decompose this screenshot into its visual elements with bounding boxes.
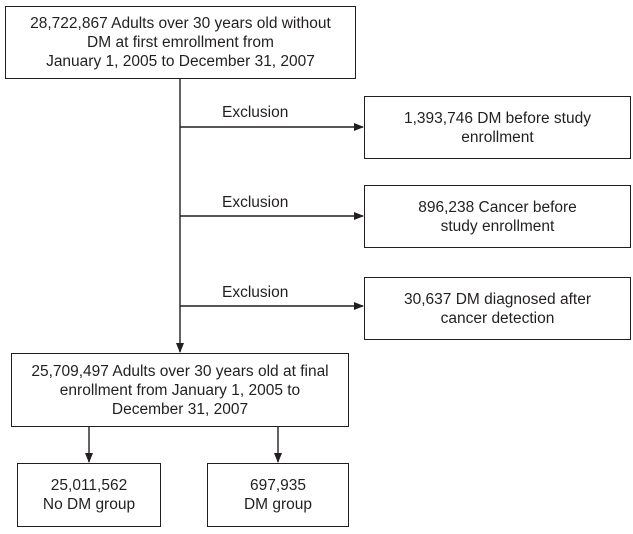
exclusion-label-1: Exclusion — [222, 104, 289, 121]
exclusion-label-3: Exclusion — [222, 284, 289, 301]
dm-group-box: 697,935 DM group — [207, 463, 349, 527]
exclusion-box-dm-after-cancer: 30,637 DM diagnosed after cancer detecti… — [364, 277, 631, 340]
final-enrollment-box-text: 25,709,497 Adults over 30 years old at f… — [31, 362, 329, 418]
no-dm-group-box: 25,011,562 No DM group — [17, 463, 161, 527]
exclusion-label-2: Exclusion — [222, 194, 289, 211]
start-box: 28,722,867 Adults over 30 years old with… — [5, 6, 356, 79]
no-dm-group-box-text: 25,011,562 No DM group — [42, 477, 136, 513]
exclusion-box-dm-before-text: 1,393,746 DM before study enrollment — [404, 109, 591, 146]
final-enrollment-box: 25,709,497 Adults over 30 years old at f… — [11, 353, 349, 427]
exclusion-box-cancer-before: 896,238 Cancer before study enrollment — [364, 185, 631, 248]
start-box-text: 28,722,867 Adults over 30 years old with… — [30, 15, 331, 70]
exclusion-box-dm-after-cancer-text: 30,637 DM diagnosed after cancer detecti… — [404, 290, 591, 327]
exclusion-box-cancer-before-text: 896,238 Cancer before study enrollment — [418, 198, 577, 235]
exclusion-box-dm-before: 1,393,746 DM before study enrollment — [364, 96, 631, 159]
dm-group-box-text: 697,935 DM group — [243, 477, 313, 513]
